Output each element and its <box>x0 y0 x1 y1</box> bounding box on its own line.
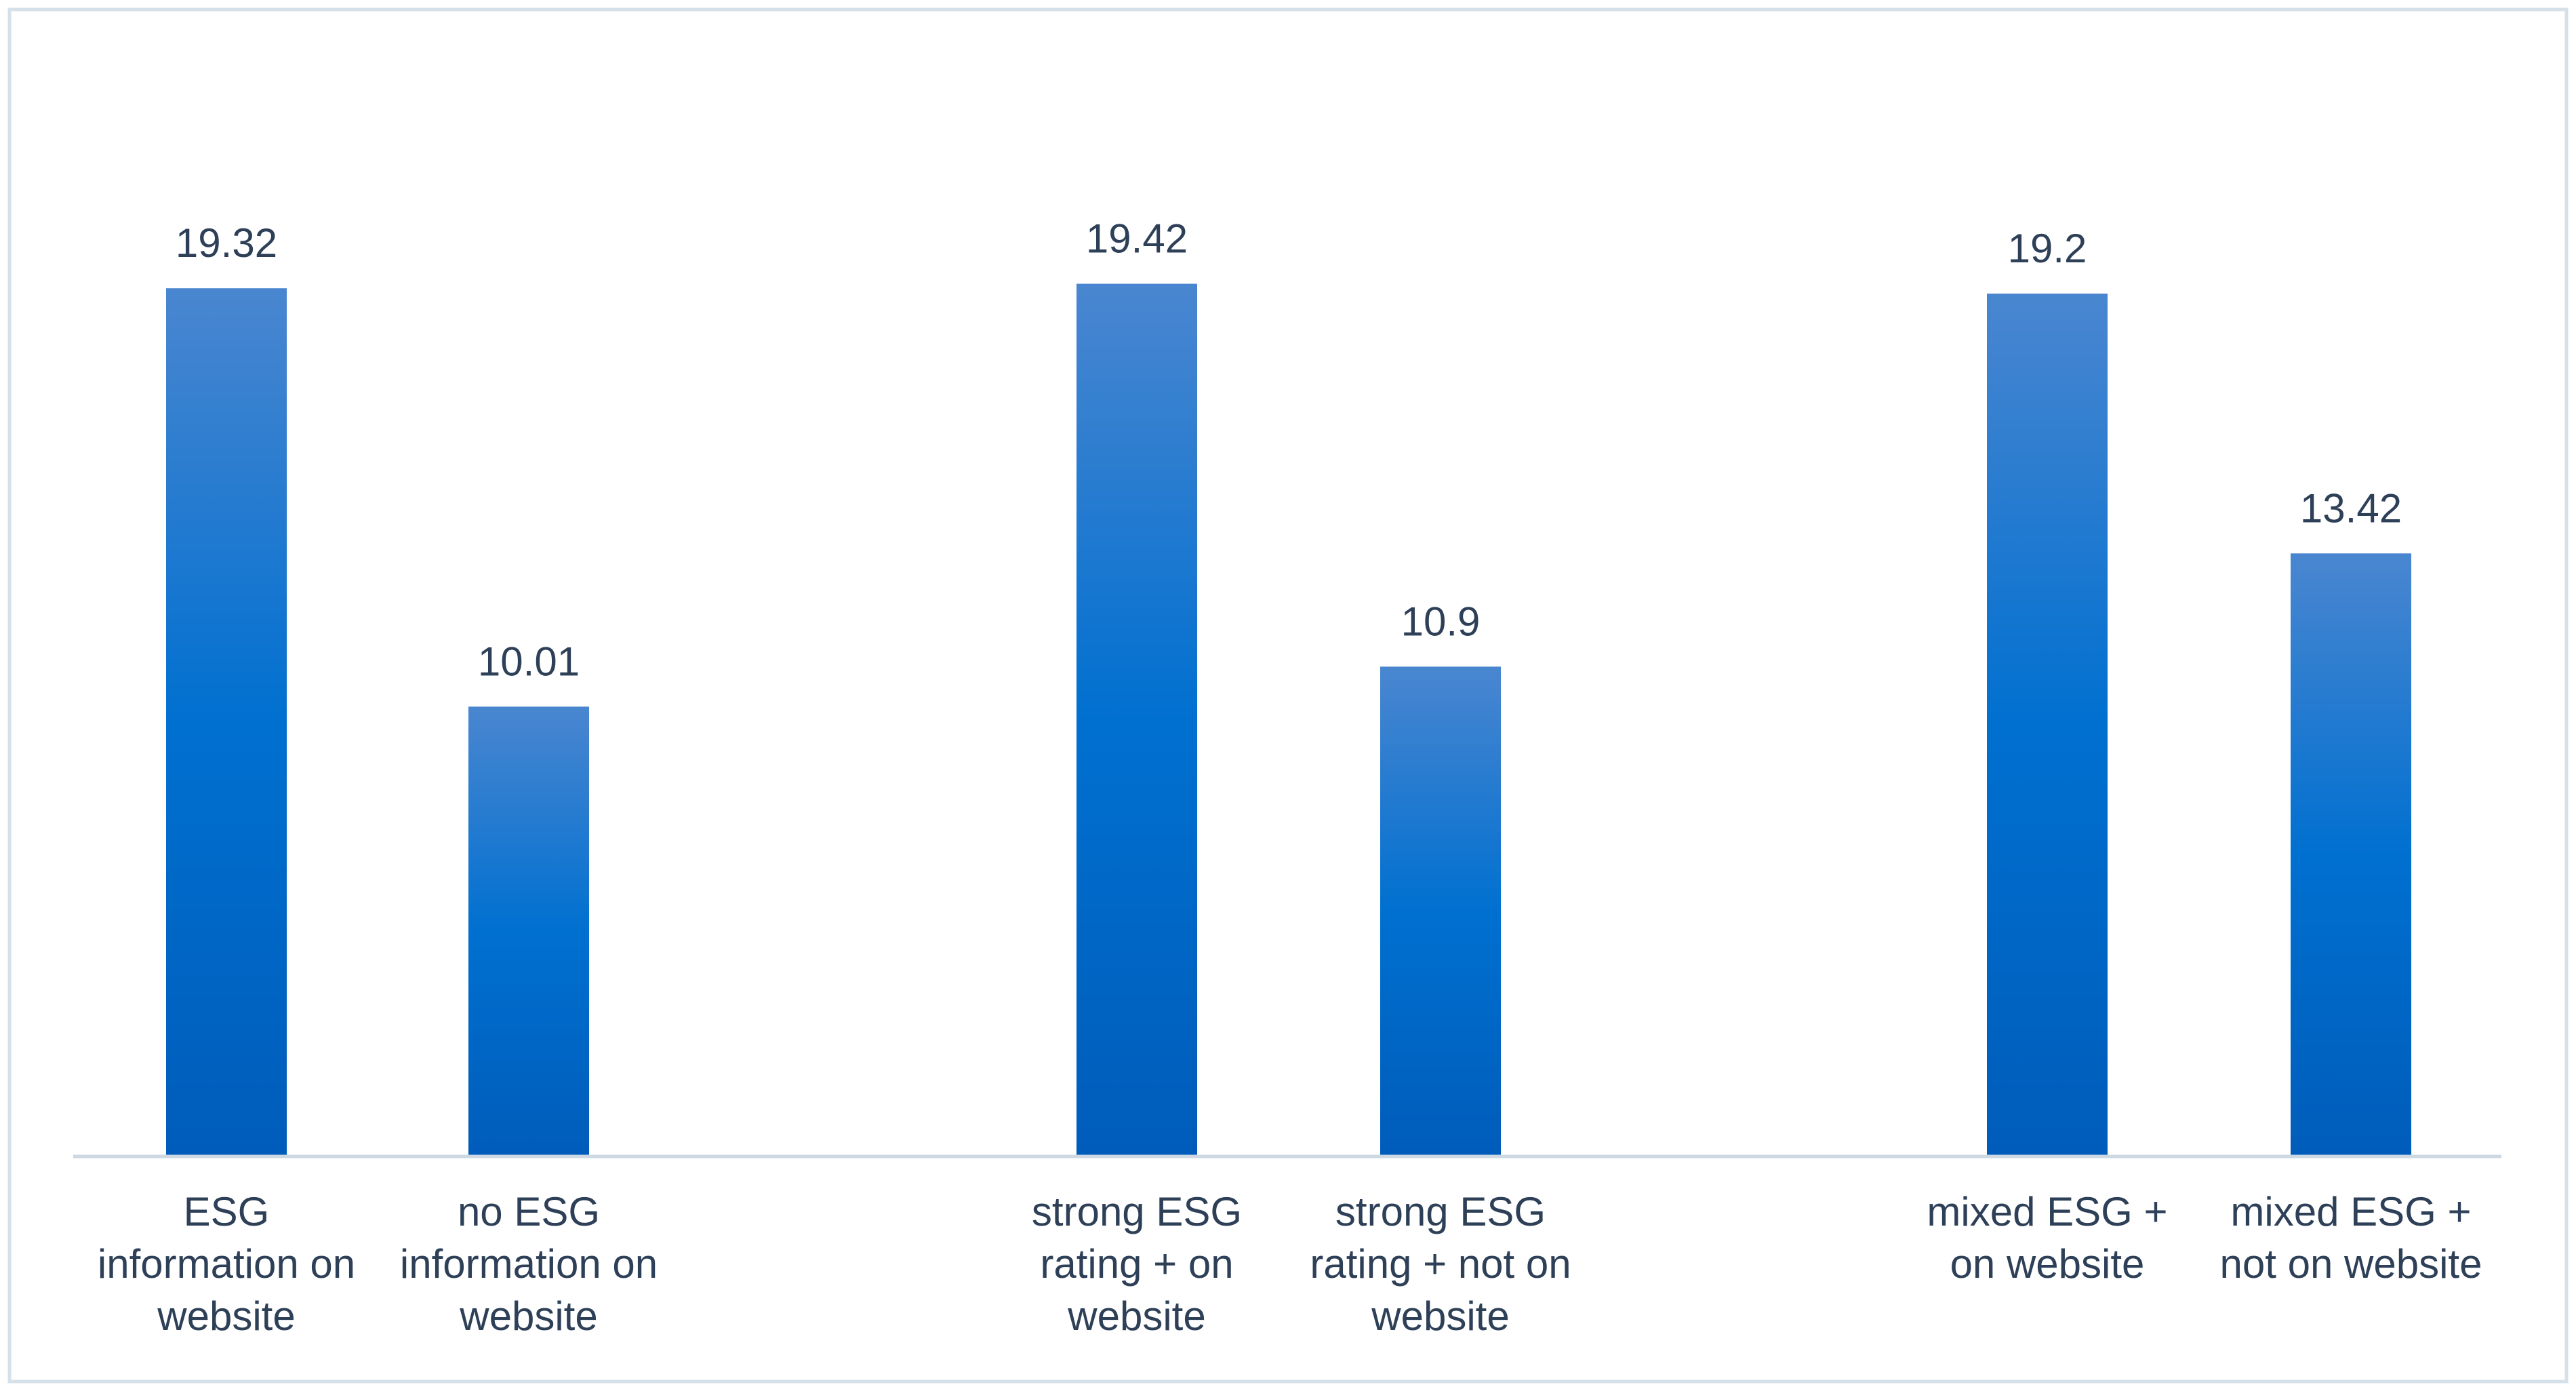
category-label-0-0: ESG information on website <box>98 1189 355 1339</box>
category-label-line: mixed ESG + <box>2230 1189 2471 1234</box>
bar-1-0 <box>1076 283 1197 1157</box>
category-label-line: strong ESG <box>1032 1189 1242 1234</box>
category-label-line: strong ESG <box>1335 1189 1546 1234</box>
category-label-line: website <box>459 1293 597 1339</box>
category-label-1-1: strong ESG rating + not on website <box>1310 1189 1571 1339</box>
category-label-line: mixed ESG + <box>1927 1189 2167 1234</box>
category-label-line: rating + not on <box>1310 1241 1571 1287</box>
category-label-line: website <box>1371 1293 1509 1339</box>
data-label-2-0: 19.2 <box>2008 226 2087 271</box>
data-label-1-0: 19.42 <box>1086 216 1188 262</box>
category-label-line: website <box>157 1293 295 1339</box>
category-label-line: no ESG <box>458 1189 600 1234</box>
data-label-0-0: 19.32 <box>176 220 277 266</box>
data-label-2-1: 13.42 <box>2300 485 2402 531</box>
category-labels-layer: ESG information on website no ESG informatio… <box>98 1189 2482 1339</box>
chart-frame <box>7 7 2569 1384</box>
category-label-2-0: mixed ESG + on website <box>1927 1189 2167 1287</box>
category-label-line: rating + on <box>1040 1241 1233 1287</box>
labels-layer: 19.32 10.01 19.42 10.9 19.2 13.42 <box>176 216 2402 685</box>
bar-2-1 <box>2291 553 2411 1156</box>
bar-0-1 <box>468 706 589 1156</box>
category-label-line: information on <box>400 1241 658 1287</box>
category-label-0-1: no ESG information on website <box>400 1189 658 1339</box>
bar-2-0 <box>1987 294 2108 1157</box>
category-label-line: ESG <box>184 1189 270 1234</box>
category-label-line: on website <box>1950 1241 2145 1287</box>
category-label-1-0: strong ESG rating + on website <box>1032 1189 1242 1339</box>
category-label-line: not on website <box>2220 1241 2482 1287</box>
category-label-line: information on <box>98 1241 355 1287</box>
bars-layer <box>166 283 2411 1157</box>
bar-0-0 <box>166 288 287 1156</box>
data-label-1-1: 10.9 <box>1401 599 1481 644</box>
category-label-2-1: mixed ESG + not on website <box>2220 1189 2482 1287</box>
bar-1-1 <box>1380 666 1501 1156</box>
category-label-line: website <box>1067 1293 1205 1339</box>
data-label-0-1: 10.01 <box>478 639 580 684</box>
